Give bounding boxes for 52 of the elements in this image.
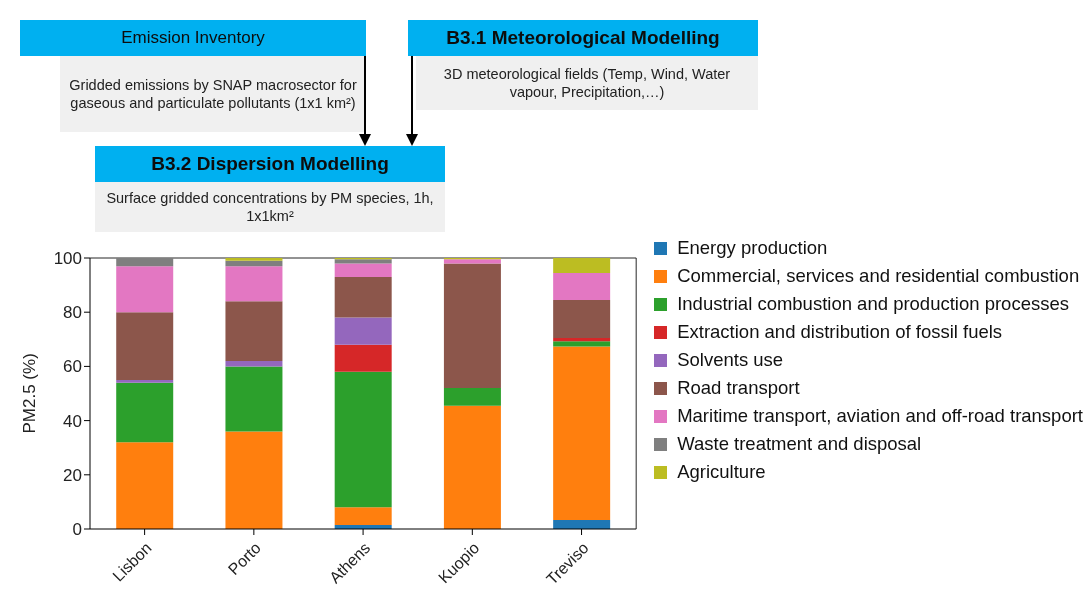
bar xyxy=(116,382,174,443)
y-axis-title: PM2.5 (%) xyxy=(20,353,40,434)
y-tick-label: 60 xyxy=(63,357,82,377)
y-tick-label: 20 xyxy=(63,465,82,485)
bar xyxy=(443,259,501,264)
bar xyxy=(225,301,283,361)
legend-label: Energy production xyxy=(677,237,828,259)
y-tick-label: 80 xyxy=(63,303,82,323)
y-tick-label: 40 xyxy=(63,411,82,431)
bar xyxy=(334,276,392,318)
bar xyxy=(553,272,611,301)
bar xyxy=(443,388,501,406)
bar xyxy=(334,317,392,345)
y-tick-label: 0 xyxy=(72,520,82,540)
legend-label: Waste treatment and disposal xyxy=(677,433,922,455)
bar xyxy=(225,366,283,432)
bar xyxy=(334,344,392,372)
bar xyxy=(225,360,283,367)
text: B3.2 Dispersion Modelling xyxy=(95,146,445,182)
bar xyxy=(553,341,611,347)
bar xyxy=(334,263,392,277)
bar xyxy=(553,346,611,521)
bar xyxy=(553,337,611,342)
bar xyxy=(443,405,501,529)
bar xyxy=(334,259,392,264)
text: B3.1 Meteorological Modelling xyxy=(408,20,758,56)
bar xyxy=(225,431,283,529)
text: Gridded emissions by SNAP macrosector for gaseous and particulate pollutants (1x1 km²) xyxy=(60,56,366,132)
legend-label: Industrial combustion and production processes xyxy=(677,293,1069,315)
bar xyxy=(225,266,283,302)
text: Surface gridded concentrations by PM species, 1h, 1x1km² xyxy=(95,182,445,232)
legend-label: Maritime transport, aviation and off-road transport xyxy=(677,405,1083,427)
legend-label: Commercial, services and residential combustion xyxy=(677,265,1080,287)
legend-label: Solvents use xyxy=(677,349,784,371)
legend-label: Road transport xyxy=(677,377,800,399)
bar xyxy=(116,312,174,380)
y-tick-label: 100 xyxy=(53,249,82,269)
bar xyxy=(553,300,611,338)
text: 3D meteorological fields (Temp, Wind, Water vapour, Precipitation,…) xyxy=(416,56,758,110)
bar xyxy=(225,258,283,261)
bar xyxy=(334,371,392,508)
bar xyxy=(116,266,174,313)
bar xyxy=(116,258,174,267)
legend-label: Extraction and distribution of fossil fuels xyxy=(677,321,1003,343)
legend-label: Agriculture xyxy=(677,461,766,483)
bar xyxy=(553,258,611,273)
bar xyxy=(443,263,501,389)
bar xyxy=(334,507,392,525)
text: Emission Inventory xyxy=(20,20,366,56)
bar xyxy=(116,442,174,529)
bar xyxy=(116,379,174,383)
bar xyxy=(225,260,283,267)
